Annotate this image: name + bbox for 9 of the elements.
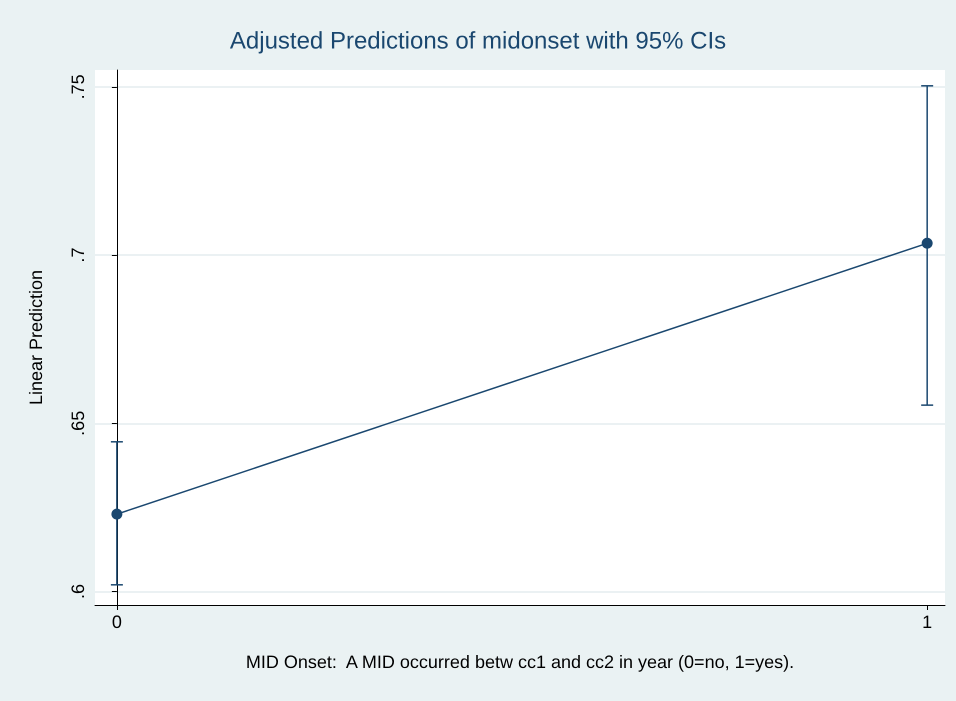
x-tick-label: 1 (922, 612, 932, 632)
y-axis-title: Linear Prediction (26, 270, 46, 406)
chart-title: Adjusted Predictions of midonset with 95% CIs (230, 28, 726, 54)
x-axis-title: MID Onset: A MID occurred betw cc1 and cc2 in year (0=no, 1=yes). (246, 652, 794, 672)
y-tick-label: .75 (68, 74, 88, 100)
y-tick-label: .6 (68, 584, 88, 600)
y-tick-label: .65 (68, 410, 88, 436)
y-tick-label: .7 (68, 248, 88, 263)
x-tick-label: 0 (112, 612, 122, 632)
